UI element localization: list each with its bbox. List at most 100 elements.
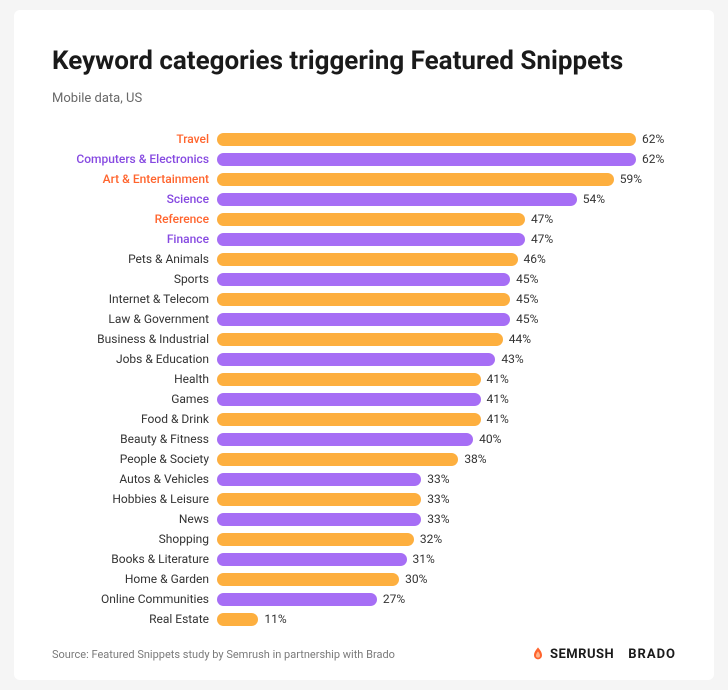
category-label: Beauty & Fitness: [52, 432, 217, 446]
chart-row: Food & Drink41%: [52, 410, 676, 428]
bar: [217, 493, 421, 506]
bar: [217, 233, 525, 246]
chart-card: Keyword categories triggering Featured S…: [14, 10, 714, 680]
value-label: 44%: [509, 332, 531, 346]
value-label: 59%: [620, 172, 642, 186]
bar: [217, 453, 458, 466]
semrush-logo-text: SEMRUSH: [550, 647, 614, 662]
value-label: 45%: [516, 312, 538, 326]
bar: [217, 293, 510, 306]
bar-area: 62%: [217, 152, 676, 166]
bar: [217, 333, 503, 346]
bar-area: 44%: [217, 332, 676, 346]
chart-row: Games 41%: [52, 390, 676, 408]
bar: [217, 533, 414, 546]
bar-area: 45%: [217, 292, 676, 306]
bar-area: 30%: [217, 572, 676, 586]
category-label: Online Communities: [52, 592, 217, 606]
bar: [217, 513, 421, 526]
bar: [217, 413, 481, 426]
chart-row: Health 41%: [52, 370, 676, 388]
bar: [217, 313, 510, 326]
category-label: Finance: [52, 232, 217, 246]
value-label: 32%: [420, 532, 442, 546]
bar-area: 11%: [217, 612, 676, 626]
semrush-logo: SEMRUSH: [530, 646, 614, 662]
value-label: 40%: [479, 432, 501, 446]
bar: [217, 273, 510, 286]
category-label: Reference: [52, 212, 217, 226]
bar-area: 33%: [217, 512, 676, 526]
value-label: 11%: [264, 612, 286, 626]
category-label: Travel: [52, 132, 217, 146]
bar-area: 27%: [217, 592, 676, 606]
category-label: Health: [52, 372, 217, 386]
bar-area: 47%: [217, 232, 676, 246]
brado-logo: BRADO: [628, 647, 676, 662]
category-label: Pets & Animals: [52, 252, 217, 266]
category-label: Home & Garden: [52, 572, 217, 586]
bar: [217, 433, 473, 446]
semrush-flame-icon: [530, 646, 546, 662]
category-label: Food & Drink: [52, 412, 217, 426]
bar-area: 41%: [217, 412, 676, 426]
value-label: 47%: [531, 212, 553, 226]
bar: [217, 213, 525, 226]
logos: SEMRUSH BRADO: [530, 646, 676, 662]
value-label: 54%: [583, 192, 605, 206]
value-label: 46%: [524, 252, 546, 266]
chart-row: Business & Industrial44%: [52, 330, 676, 348]
bar: [217, 353, 495, 366]
bar-area: 45%: [217, 272, 676, 286]
value-label: 33%: [427, 472, 449, 486]
category-label: Games: [52, 392, 217, 406]
bar-area: 32%: [217, 532, 676, 546]
category-label: People & Society: [52, 452, 217, 466]
source-text: Source: Featured Snippets study by Semru…: [52, 648, 395, 661]
bar-area: 45%: [217, 312, 676, 326]
bar: [217, 593, 377, 606]
bar: [217, 573, 399, 586]
chart-row: Real Estate 11%: [52, 610, 676, 628]
chart-row: Law & Government 45%: [52, 310, 676, 328]
value-label: 41%: [487, 372, 509, 386]
chart-row: Sports45%: [52, 270, 676, 288]
value-label: 33%: [427, 512, 449, 526]
bar: [217, 133, 636, 146]
bar-area: 54%: [217, 192, 676, 206]
bar-area: 47%: [217, 212, 676, 226]
category-label: Real Estate: [52, 612, 217, 626]
value-label: 41%: [487, 392, 509, 406]
bar-area: 31%: [217, 552, 676, 566]
bar-area: 46%: [217, 252, 676, 266]
value-label: 47%: [531, 232, 553, 246]
bar: [217, 393, 481, 406]
value-label: 30%: [405, 572, 427, 586]
value-label: 45%: [516, 272, 538, 286]
category-label: Art & Entertainment: [52, 172, 217, 186]
value-label: 27%: [383, 592, 405, 606]
chart-row: Finance 47%: [52, 230, 676, 248]
bar: [217, 553, 407, 566]
bar-area: 59%: [217, 172, 676, 186]
bar-area: 40%: [217, 432, 676, 446]
category-label: Jobs & Education: [52, 352, 217, 366]
bar: [217, 153, 636, 166]
chart-row: Books & Literature31%: [52, 550, 676, 568]
chart-row: Computers & Electronics62%: [52, 150, 676, 168]
chart-row: People & Society38%: [52, 450, 676, 468]
chart-footer: Source: Featured Snippets study by Semru…: [52, 646, 676, 662]
chart-row: Autos & Vehicles33%: [52, 470, 676, 488]
chart-row: Beauty & Fitness 40%: [52, 430, 676, 448]
value-label: 43%: [501, 352, 523, 366]
chart-row: News33%: [52, 510, 676, 528]
bar: [217, 373, 481, 386]
value-label: 45%: [516, 292, 538, 306]
bar-area: 43%: [217, 352, 676, 366]
category-label: Law & Government: [52, 312, 217, 326]
bar-area: 33%: [217, 492, 676, 506]
chart-row: Shopping32%: [52, 530, 676, 548]
bar: [217, 253, 518, 266]
category-label: Computers & Electronics: [52, 152, 217, 166]
bar: [217, 613, 258, 626]
